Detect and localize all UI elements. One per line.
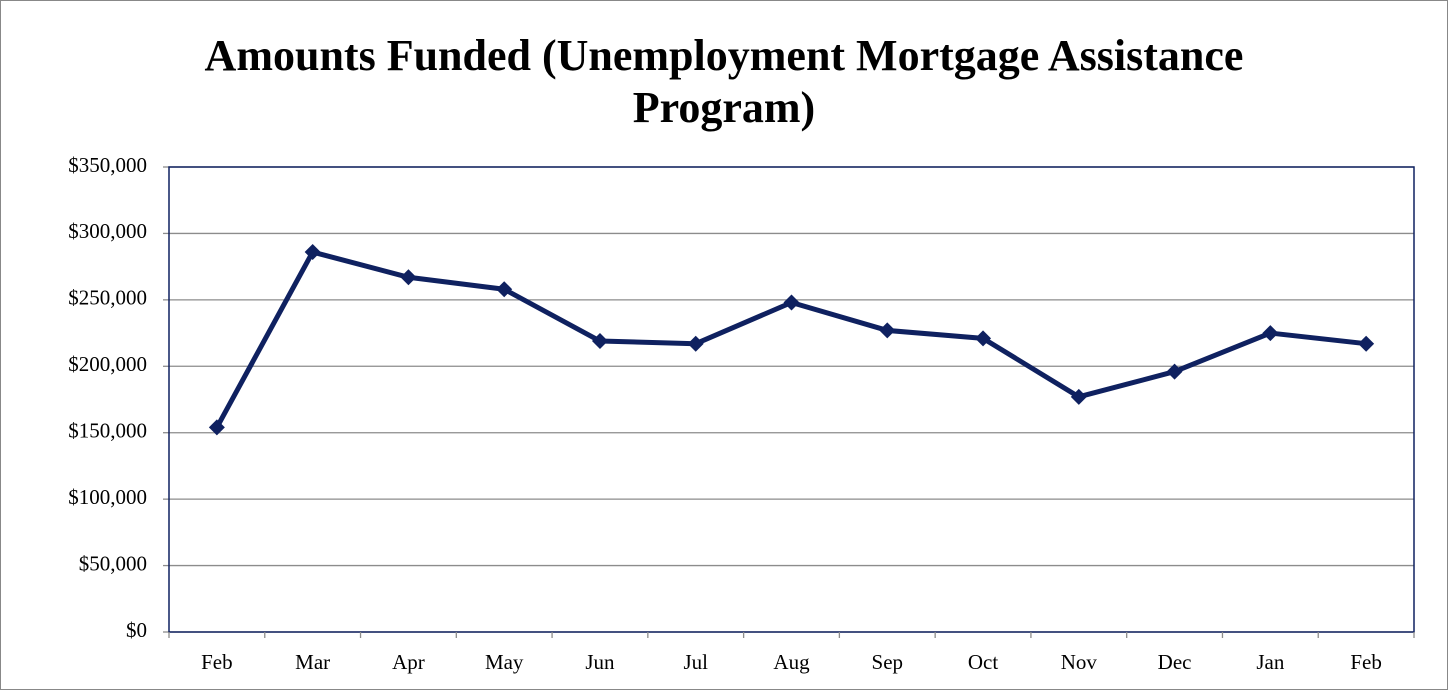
data-line (214, 249, 1367, 429)
x-tick-label: Nov (1061, 650, 1098, 674)
y-tick-label: $250,000 (68, 286, 147, 310)
y-tick-label: $100,000 (68, 485, 147, 509)
x-tick-label: May (485, 650, 524, 674)
x-tick-label: Sep (872, 650, 904, 674)
x-tick-label: Jul (683, 650, 708, 674)
data-point (591, 333, 608, 350)
data-point (975, 330, 992, 347)
x-tick-label: Jan (1256, 650, 1284, 674)
chart-title: Amounts Funded (Unemployment Mortgage As… (204, 31, 1244, 132)
data-point (1070, 388, 1087, 405)
y-tick-label: $0 (126, 618, 147, 642)
x-tick-label: Aug (773, 650, 810, 674)
data-point (1358, 335, 1375, 352)
data-point (687, 335, 704, 352)
y-tick-label: $350,000 (68, 153, 147, 177)
y-tick-label: $50,000 (79, 551, 147, 575)
data-point (400, 269, 417, 286)
data-point (208, 419, 225, 436)
y-tick-label: $300,000 (68, 219, 147, 243)
data-point (783, 294, 800, 311)
y-tick-label: $150,000 (68, 419, 147, 443)
data-point (304, 244, 321, 261)
x-tick-label: Oct (968, 650, 998, 674)
x-tick-label: Feb (201, 650, 233, 674)
x-tick-label: Apr (392, 650, 425, 674)
plot-area (168, 166, 1415, 633)
data-point (1166, 363, 1183, 380)
x-tick-label: Mar (295, 650, 330, 674)
x-tick-label: Dec (1158, 650, 1192, 674)
x-tick-label: Jun (585, 650, 615, 674)
data-point (1262, 325, 1279, 342)
y-tick-label: $200,000 (68, 352, 147, 376)
x-tick-label: Feb (1350, 650, 1382, 674)
data-point (496, 281, 513, 298)
data-point (879, 322, 896, 339)
